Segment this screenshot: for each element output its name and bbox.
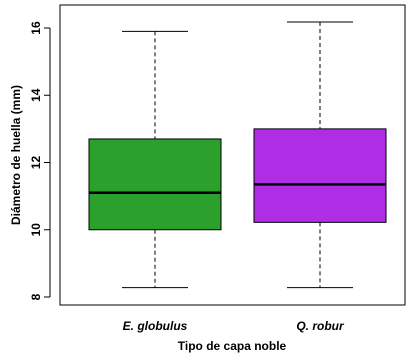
y-axis-title: Diámetro de huella (mm) bbox=[9, 85, 23, 225]
y-tick-label: 12 bbox=[29, 156, 43, 170]
y-tick-label: 16 bbox=[29, 21, 43, 35]
x-category-label: Q. robur bbox=[296, 319, 345, 333]
x-axis-labels: E. globulus Q. robur bbox=[123, 319, 345, 333]
y-tick-label: 10 bbox=[29, 223, 43, 237]
y-axis: 8 10 12 14 16 bbox=[29, 21, 51, 300]
plot-frame bbox=[59, 4, 406, 306]
y-tick-label: 14 bbox=[29, 88, 43, 102]
box-2 bbox=[253, 21, 387, 289]
iqr-box bbox=[88, 138, 222, 231]
x-axis-title: Tipo de capa noble bbox=[178, 339, 287, 353]
iqr-box bbox=[253, 128, 387, 223]
y-tick-label: 8 bbox=[29, 293, 43, 300]
x-category-label: E. globulus bbox=[123, 319, 188, 333]
box-1 bbox=[88, 30, 222, 289]
boxes bbox=[88, 21, 387, 289]
